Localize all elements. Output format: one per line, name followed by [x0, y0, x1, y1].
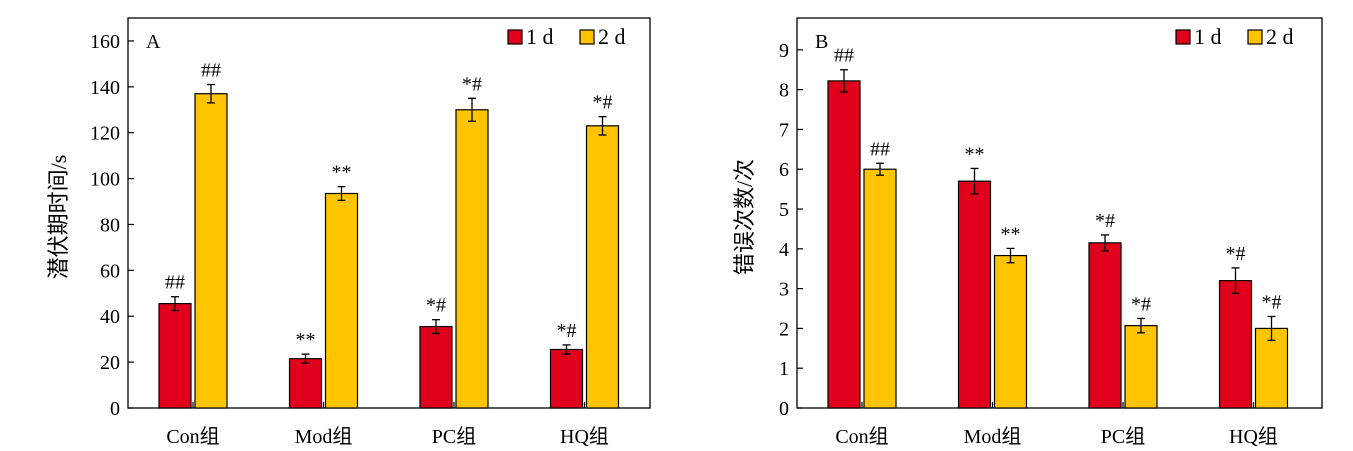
- bar: [549, 348, 584, 409]
- y-tick-label: 1: [779, 358, 789, 380]
- x-tick-label: Con组: [166, 425, 219, 448]
- y-tick-label: 8: [779, 80, 789, 102]
- y-tick-label: 4: [779, 239, 789, 261]
- y-tick-label: 7: [779, 119, 789, 141]
- significance-label: **: [965, 143, 985, 165]
- y-tick-label: 2: [779, 318, 789, 340]
- bar: [827, 80, 861, 409]
- bar: [158, 303, 192, 409]
- y-axis-label: 错误次数/次: [732, 159, 757, 275]
- significance-label: *#: [1226, 243, 1246, 265]
- legend-label: 1 d: [1194, 24, 1222, 49]
- y-tick-label: 80: [100, 214, 120, 236]
- significance-label: *#: [1262, 291, 1282, 313]
- significance-label: ##: [201, 60, 221, 82]
- significance-label: *#: [462, 73, 482, 95]
- significance-label: *#: [593, 92, 613, 114]
- significance-label: *#: [1095, 210, 1115, 232]
- panel-letter: B: [815, 31, 828, 53]
- y-tick-label: 6: [779, 159, 789, 181]
- bar: [1124, 325, 1158, 409]
- x-tick-label: PC组: [1101, 425, 1145, 448]
- significance-label: ##: [165, 272, 185, 294]
- bar: [324, 192, 359, 409]
- bar: [993, 254, 1028, 409]
- bar: [863, 168, 897, 409]
- x-tick-label: HQ组: [1229, 425, 1278, 448]
- x-tick-label: HQ组: [560, 425, 609, 448]
- significance-label: **: [1001, 223, 1021, 245]
- bar: [1088, 242, 1122, 409]
- y-tick-label: 20: [100, 352, 120, 374]
- x-tick-label: PC组: [432, 425, 476, 448]
- legend-swatch: [1175, 29, 1191, 45]
- significance-label: *#: [557, 320, 577, 342]
- y-tick-label: 100: [90, 169, 120, 191]
- chart-panel-b: 0 1 2 3 4 5 6 7 8 9 错误次数/次 B Con组 ## ## Mod组 ** ** PC组 *# *#…: [732, 17, 1323, 448]
- significance-label: *#: [426, 295, 446, 317]
- y-tick-label: 9: [779, 40, 789, 62]
- significance-label: **: [296, 329, 316, 351]
- y-tick-label: 120: [90, 123, 120, 145]
- y-tick-label: 60: [100, 260, 120, 282]
- bar: [288, 358, 323, 409]
- y-tick-label: 0: [779, 398, 789, 420]
- plot-frame: [796, 17, 1323, 409]
- y-axis-label: 潜伏期时间/s: [46, 155, 71, 280]
- bar: [1254, 327, 1289, 409]
- legend-label: 2 d: [598, 24, 626, 49]
- y-tick-label: 0: [110, 398, 120, 420]
- legend-swatch: [507, 29, 523, 45]
- panel-letter: A: [146, 31, 161, 53]
- x-tick-label: Mod组: [295, 425, 353, 448]
- x-tick-label: Con组: [835, 425, 888, 448]
- x-tick-label: Mod组: [964, 425, 1022, 448]
- y-tick-label: 140: [90, 77, 120, 99]
- significance-label: ##: [834, 45, 854, 67]
- significance-label: **: [332, 162, 352, 184]
- chart-panel-a: 0 20 40 60 80 100 120 140 160 潜伏期时间/s A Con组 ## ## Mod…: [46, 17, 651, 448]
- bar: [194, 93, 228, 409]
- y-tick-label: 160: [90, 31, 120, 53]
- legend-label: 1 d: [526, 24, 554, 49]
- significance-label: ##: [870, 138, 890, 160]
- legend-label: 2 d: [1266, 24, 1294, 49]
- bar: [957, 180, 992, 409]
- y-tick-label: 40: [100, 306, 120, 328]
- bar: [1218, 280, 1253, 409]
- bar: [455, 109, 489, 409]
- significance-label: *#: [1131, 293, 1151, 315]
- y-tick-label: 3: [779, 279, 789, 301]
- legend-swatch: [1247, 29, 1263, 45]
- bar: [585, 125, 620, 409]
- bar: [419, 325, 453, 409]
- plot-frame: [127, 17, 651, 409]
- y-tick-label: 5: [779, 199, 789, 221]
- legend-swatch: [579, 29, 595, 45]
